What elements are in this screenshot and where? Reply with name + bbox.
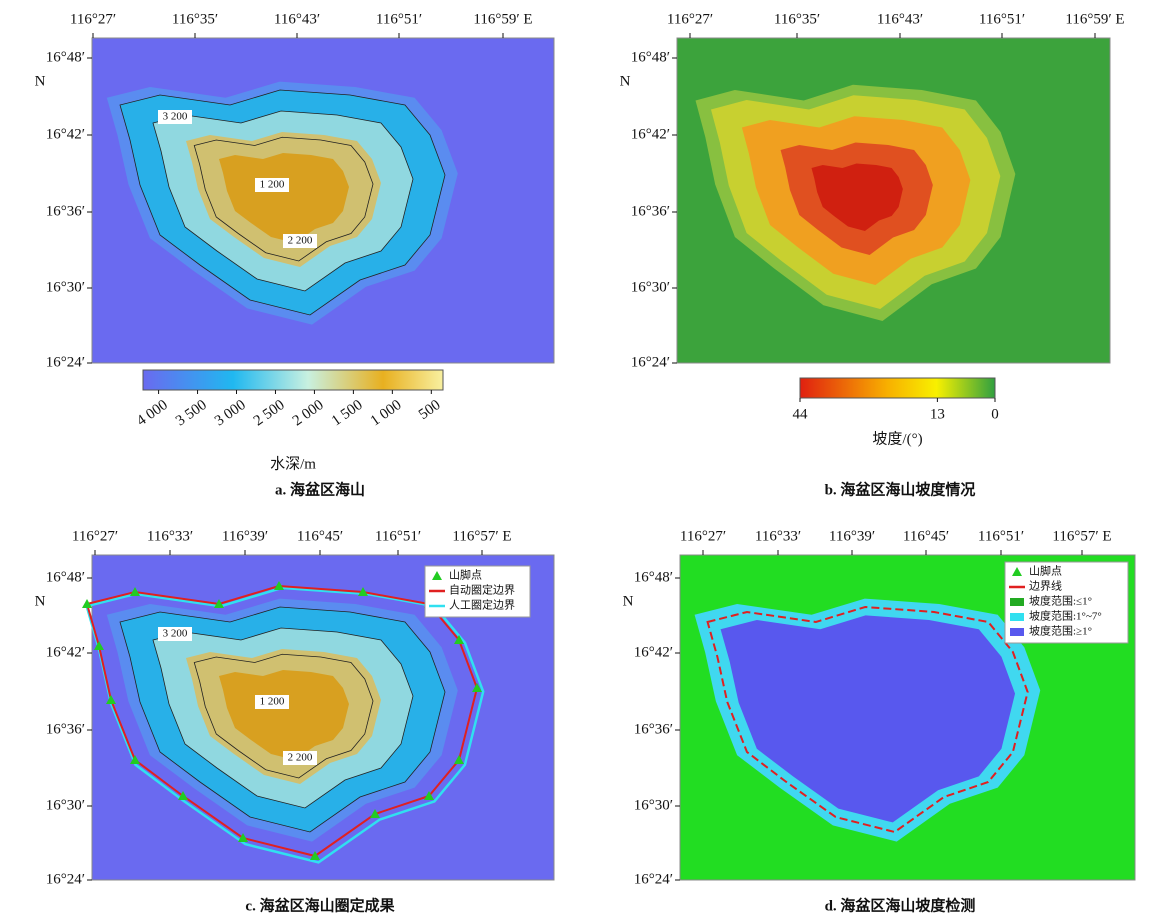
x-tick-label: 116°43′ [877, 11, 923, 27]
colorbar-tick-label: 0 [991, 406, 999, 422]
caption: d. 海盆区海山坡度检测 [825, 896, 976, 914]
x-tick-label: 116°45′ [903, 528, 949, 544]
y-tick-label: 16°48′ [631, 49, 670, 65]
north-label: N [623, 593, 634, 609]
x-tick-label: 116°33′ [755, 528, 801, 544]
legend-label: 边界线 [1029, 579, 1062, 593]
contour-label: 3 200 [163, 111, 188, 123]
x-tick-label: 116°35′ [172, 11, 218, 27]
y-tick-label: 16°42′ [634, 644, 673, 660]
colorbar [143, 370, 443, 390]
x-tick-label: 116°51′ [979, 11, 1025, 27]
x-tick-label: 116°43′ [274, 11, 320, 27]
colorbar-title: 水深/m [270, 455, 316, 472]
contour-label: 1 200 [260, 179, 285, 191]
y-tick-label: 16°30′ [634, 797, 673, 813]
legend-label: 坡度范围:≥1° [1029, 624, 1092, 638]
legend-label: 坡度范围:1°~7° [1029, 609, 1102, 623]
figure: 3 200 1 200 2 200 116°27′ 116°35′ 116°43′ 116°… [0, 0, 1151, 920]
colorbar-tick-label: 3 000 [212, 397, 249, 429]
legend-symbol [1010, 613, 1024, 621]
y-tick-label: 16°42′ [46, 126, 85, 142]
y-tick-label: 16°36′ [634, 721, 673, 737]
y-tick-label: 16°30′ [46, 797, 85, 813]
x-tick-label: 116°57′ E [1052, 528, 1111, 544]
y-tick-label: 16°48′ [46, 569, 85, 585]
colorbar-tick-label: 500 [416, 397, 444, 423]
x-tick-label: 116°27′ [70, 11, 116, 27]
x-tick-label: 116°51′ [978, 528, 1024, 544]
colorbar-tick-label: 44 [793, 406, 809, 422]
caption: c. 海盆区海山圈定成果 [245, 896, 395, 914]
x-tick-label: 116°51′ [376, 11, 422, 27]
y-tick-label: 16°36′ [631, 203, 670, 219]
colorbar-tick-label: 2 500 [251, 397, 288, 429]
y-tick-label: 16°42′ [631, 126, 670, 142]
caption: b. 海盆区海山坡度情况 [825, 480, 976, 498]
legend-label: 坡度范围:≤1° [1029, 594, 1092, 608]
y-tick-label: 16°24′ [46, 871, 85, 887]
x-tick-label: 116°59′ E [1065, 11, 1124, 27]
colorbar-tick-label: 13 [930, 406, 945, 422]
colorbar-tick-label: 1 500 [329, 397, 366, 429]
north-label: N [35, 73, 46, 89]
y-tick-label: 16°42′ [46, 644, 85, 660]
contour-label: 3 200 [163, 628, 188, 640]
x-tick-label: 116°45′ [297, 528, 343, 544]
y-tick-label: 16°48′ [634, 569, 673, 585]
x-tick-label: 116°27′ [72, 528, 118, 544]
north-label: N [35, 593, 46, 609]
y-tick-label: 16°30′ [46, 279, 85, 295]
colorbar-title: 坡度/(°) [872, 430, 922, 447]
colorbar [800, 378, 995, 398]
x-tick-label: 116°51′ [375, 528, 421, 544]
x-tick-label: 116°39′ [829, 528, 875, 544]
x-tick-label: 116°33′ [147, 528, 193, 544]
y-tick-label: 16°36′ [46, 203, 85, 219]
y-tick-label: 16°24′ [46, 354, 85, 370]
legend-symbol [1010, 598, 1024, 606]
y-tick-label: 16°24′ [634, 871, 673, 887]
colorbar-tick-label: 1 000 [368, 397, 405, 429]
legend-label: 山脚点 [449, 568, 482, 582]
y-tick-label: 16°30′ [631, 279, 670, 295]
y-tick-label: 16°24′ [631, 354, 670, 370]
x-tick-label: 116°59′ E [473, 11, 532, 27]
x-tick-label: 116°27′ [667, 11, 713, 27]
contour-label: 2 200 [288, 752, 313, 764]
x-tick-label: 116°35′ [774, 11, 820, 27]
colorbar-tick-label: 3 500 [173, 397, 210, 429]
y-tick-label: 16°36′ [46, 721, 85, 737]
x-tick-label: 116°57′ E [452, 528, 511, 544]
colorbar-tick-label: 2 000 [290, 397, 327, 429]
north-label: N [620, 73, 631, 89]
legend-label: 自动圈定边界 [449, 583, 515, 597]
y-tick-label: 16°48′ [46, 49, 85, 65]
colorbar-tick-label: 4 000 [134, 397, 171, 429]
contour-label: 2 200 [288, 235, 313, 247]
contour-label: 1 200 [260, 696, 285, 708]
legend-label: 山脚点 [1029, 564, 1062, 578]
caption: a. 海盆区海山 [275, 480, 365, 498]
x-tick-label: 116°39′ [222, 528, 268, 544]
legend-label: 人工圈定边界 [449, 598, 515, 612]
legend-symbol [1010, 628, 1024, 636]
x-tick-label: 116°27′ [680, 528, 726, 544]
